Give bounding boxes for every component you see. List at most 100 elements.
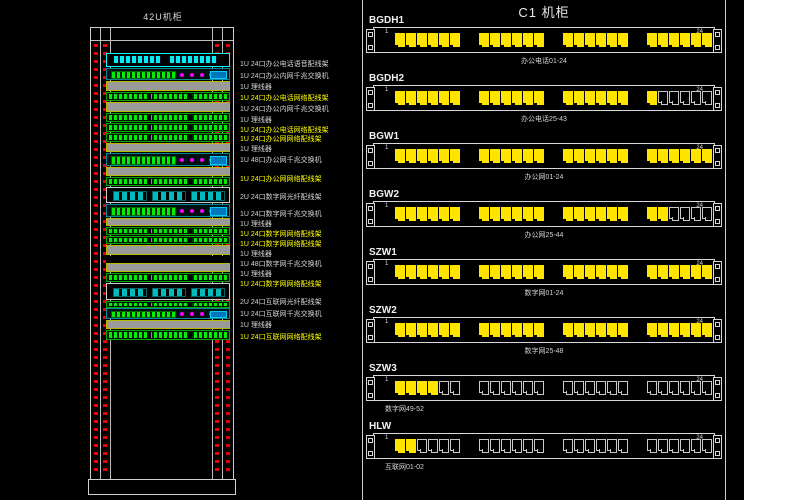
rj45-port-used bbox=[534, 207, 544, 221]
port-tab bbox=[672, 101, 679, 105]
screw-hole bbox=[715, 148, 720, 153]
rack-unit-patch-panel bbox=[106, 92, 230, 101]
port-tab bbox=[566, 159, 573, 163]
rj45-port-used bbox=[406, 265, 416, 279]
patch-port-row bbox=[109, 275, 227, 280]
rj45-port-empty bbox=[658, 381, 668, 395]
port-tab bbox=[493, 391, 500, 395]
rj45-port-used bbox=[647, 149, 657, 163]
patch-port-row bbox=[109, 94, 227, 99]
port-tab bbox=[515, 101, 522, 105]
rj45-port-used bbox=[574, 265, 584, 279]
port-tab bbox=[515, 275, 522, 279]
screw-hole bbox=[368, 451, 373, 456]
rj45-port-used bbox=[658, 33, 668, 47]
panel-caption-HLW: 互联网01-02 bbox=[385, 464, 424, 471]
patch-group-separator bbox=[187, 237, 192, 243]
port-tab bbox=[453, 391, 460, 395]
port-group bbox=[479, 323, 545, 339]
rj45-port-used bbox=[658, 323, 668, 337]
screw-hole bbox=[368, 393, 373, 398]
rack-unit-patch-panel bbox=[106, 133, 230, 142]
port-tab bbox=[650, 159, 657, 163]
switch-led bbox=[180, 312, 185, 317]
rj45-port-used bbox=[534, 323, 544, 337]
patch-group-separator bbox=[147, 114, 152, 121]
port-tab bbox=[588, 391, 595, 395]
port-group bbox=[647, 265, 713, 281]
rj45-port-empty bbox=[691, 381, 701, 395]
rj45-port-used bbox=[534, 149, 544, 163]
port-tab bbox=[453, 449, 460, 453]
patch-group-separator bbox=[187, 302, 192, 307]
switch-led bbox=[199, 72, 204, 77]
annotation-device: 1U 24口办公电话语音配线架 bbox=[240, 61, 329, 68]
rj45-port-used bbox=[647, 323, 657, 337]
port-tab bbox=[482, 391, 489, 395]
port-tab bbox=[661, 43, 668, 47]
port-tab bbox=[610, 275, 617, 279]
rack-base-plinth bbox=[88, 479, 236, 495]
port-tab bbox=[537, 101, 544, 105]
rj45-port-empty bbox=[669, 439, 679, 453]
port-group bbox=[563, 265, 629, 281]
rj45-port-used bbox=[596, 149, 606, 163]
port-tab bbox=[621, 275, 628, 279]
panel-ear-right bbox=[713, 203, 722, 227]
panel-column-title: C1 机柜 bbox=[518, 5, 570, 20]
rj45-port-empty bbox=[658, 91, 668, 105]
port-tab bbox=[577, 43, 584, 47]
port-tab bbox=[482, 101, 489, 105]
panel-ear-left bbox=[366, 319, 375, 343]
rack-unit-voice-panel bbox=[106, 53, 230, 67]
port-tab bbox=[599, 43, 606, 47]
rj45-port-used bbox=[439, 33, 449, 47]
rack-unit-switch bbox=[106, 204, 230, 217]
rj45-port-used bbox=[490, 149, 500, 163]
port-number-end: 24 bbox=[696, 29, 703, 35]
port-tab bbox=[431, 275, 438, 279]
port-group bbox=[563, 323, 629, 339]
port-group bbox=[395, 207, 461, 223]
rj45-port-used bbox=[406, 323, 416, 337]
rj45-port-used bbox=[534, 91, 544, 105]
port-number-start: 1 bbox=[385, 87, 389, 93]
annotation-device: 1U 24口办公内网千兆交换机 bbox=[240, 73, 329, 80]
port-tab bbox=[577, 101, 584, 105]
rj45-port-empty bbox=[618, 439, 628, 453]
switch-led bbox=[189, 72, 194, 77]
port-tab bbox=[621, 391, 628, 395]
rj45-port-empty bbox=[691, 91, 701, 105]
rj45-port-empty bbox=[596, 439, 606, 453]
rj45-port-empty bbox=[585, 439, 595, 453]
port-tab bbox=[526, 449, 533, 453]
port-tab bbox=[661, 449, 668, 453]
port-tab bbox=[442, 333, 449, 337]
patch-group-separator bbox=[147, 331, 152, 339]
switch-led bbox=[180, 208, 185, 213]
annotation-patch-panel: 1U 24口数字网网络配线架 bbox=[240, 241, 322, 248]
rj45-port-used bbox=[596, 323, 606, 337]
rack-rail-left-outer bbox=[100, 28, 101, 480]
rj45-port-empty bbox=[691, 207, 701, 221]
port-tab bbox=[610, 391, 617, 395]
rj45-port-used bbox=[585, 265, 595, 279]
rj45-port-used bbox=[669, 323, 679, 337]
port-group bbox=[479, 207, 545, 223]
port-tab bbox=[482, 275, 489, 279]
switch-led bbox=[189, 157, 194, 162]
rj45-port-used bbox=[669, 149, 679, 163]
rj45-port-used bbox=[450, 91, 460, 105]
rj45-port-used bbox=[596, 33, 606, 47]
rj45-port-used bbox=[450, 33, 460, 47]
port-tab bbox=[683, 391, 690, 395]
annotation-device: 1U 24口办公内网千兆交换机 bbox=[240, 106, 329, 113]
switch-led bbox=[180, 72, 185, 77]
port-tab bbox=[672, 217, 679, 221]
port-tab bbox=[705, 449, 712, 453]
rj45-port-used bbox=[479, 265, 489, 279]
port-tab bbox=[442, 43, 449, 47]
rj45-port-used bbox=[428, 149, 438, 163]
rj45-port-used bbox=[680, 265, 690, 279]
port-group bbox=[479, 149, 545, 165]
